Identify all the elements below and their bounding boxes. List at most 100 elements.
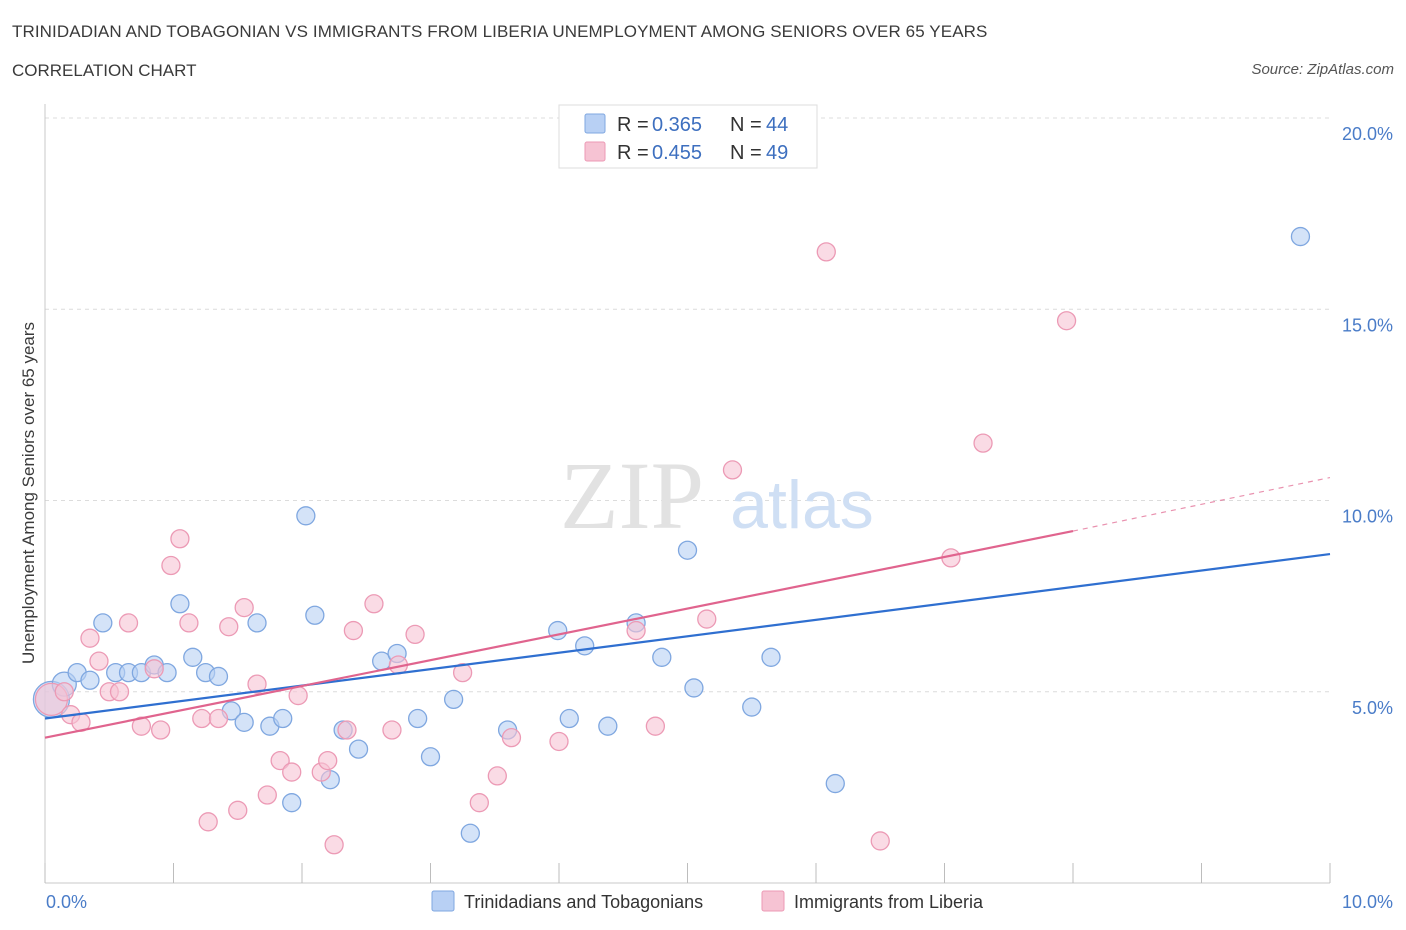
pink-data-point: [816, 242, 836, 262]
bottom-legend-label-blue: Trinidadians and Tobagonians: [464, 892, 703, 912]
blue-data-point: [443, 689, 464, 710]
blue-data-point: [407, 708, 428, 729]
pink-data-point: [247, 674, 267, 694]
pink-data-point: [150, 720, 171, 740]
blue-data-point: [93, 613, 113, 633]
blue-data-point: [598, 716, 618, 736]
blue-data-point: [296, 506, 316, 526]
blue-data-point: [80, 670, 100, 690]
watermark-zip: ZIP: [560, 442, 704, 549]
x-tick-label: 10.0%: [1342, 892, 1393, 912]
pink-data-point: [501, 728, 522, 748]
pink-data-point: [198, 812, 218, 832]
pink-data-point: [973, 433, 993, 453]
blue-data-point: [273, 708, 293, 729]
pink-data-point: [89, 651, 109, 671]
blue-data-point: [460, 823, 480, 843]
blue-data-point: [208, 666, 229, 687]
source-label: Source: ZipAtlas.com: [1251, 61, 1394, 78]
y-tick-label: 10.0%: [1342, 507, 1393, 527]
legend-n-value-pink: 49: [766, 142, 788, 164]
blue-data-point: [183, 647, 203, 667]
pink-data-point: [870, 831, 890, 851]
blue-data-point: [247, 613, 267, 633]
pink-data-point: [54, 682, 74, 702]
bottom-legend-label-pink: Immigrants from Liberia: [794, 892, 984, 912]
pink-data-point: [626, 620, 646, 641]
blue-data-point: [761, 647, 781, 667]
pink-data-point: [645, 716, 666, 736]
pink-data-point: [452, 662, 473, 683]
pink-data-point: [722, 460, 743, 480]
blue-data-point: [348, 739, 369, 759]
blue-data-point: [825, 773, 845, 794]
pink-data-point: [487, 766, 507, 786]
tick-labels: 5.0% 10.0% 15.0% 20.0% 0.0% 10.0%: [46, 124, 1393, 912]
blue-data-point: [677, 540, 698, 560]
pink-data-point: [697, 609, 717, 629]
blue-data-point: [420, 747, 441, 767]
pink-data-point: [324, 835, 344, 855]
bottom-legend-swatch-pink: [761, 890, 785, 912]
legend-r-value-blue: 0.365: [652, 114, 702, 136]
blue-trend-line: [44, 552, 1331, 720]
legend-r-label: R =: [617, 142, 649, 164]
blue-data-point: [305, 605, 325, 625]
legend-n-label: N =: [730, 142, 762, 164]
chart-subtitle: CORRELATION CHART: [12, 61, 197, 80]
pink-data-point: [1056, 311, 1077, 331]
blue-data-point: [575, 636, 595, 656]
blue-data-point: [684, 678, 704, 698]
legend-n-value-blue: 44: [766, 114, 788, 136]
bottom-legend: Trinidadians and Tobagonians Immigrants …: [431, 890, 984, 912]
pink-data-point: [179, 613, 199, 633]
pink-data-point: [364, 594, 384, 614]
watermark-atlas: atlas: [730, 467, 874, 543]
pink-data-point: [282, 762, 302, 782]
legend-r-value-pink: 0.455: [652, 142, 702, 164]
axes: [44, 104, 1331, 884]
pink-data-point: [80, 628, 100, 648]
x-tick-label: 0.0%: [46, 892, 87, 912]
pink-data-point: [234, 597, 254, 618]
watermark: ZIP atlas: [560, 442, 874, 549]
pink-data-point: [170, 529, 190, 549]
y-tick-label: 5.0%: [1352, 698, 1393, 718]
pink-data-point: [109, 682, 130, 702]
pink-data-point: [288, 685, 308, 706]
pink-data-point: [337, 720, 357, 740]
pink-trend-line: [44, 530, 1074, 739]
pink-data-point: [469, 793, 489, 813]
blue-data-point: [234, 712, 254, 732]
blue-data-point: [170, 594, 190, 614]
y-tick-label: 20.0%: [1342, 124, 1393, 144]
blue-data-point: [1290, 226, 1311, 247]
pink-data-point: [161, 555, 181, 576]
pink-data-point: [382, 720, 402, 740]
legend-swatch-blue: [584, 113, 606, 134]
blue-data-point: [652, 647, 672, 667]
pink-data-point: [118, 613, 139, 633]
pink-data-point: [208, 708, 229, 729]
pink-data-point: [192, 708, 212, 729]
bottom-legend-swatch-blue: [431, 890, 455, 912]
pink-data-point: [144, 659, 164, 679]
pink-data-point: [228, 800, 248, 820]
legend-n-label: N =: [730, 114, 762, 136]
blue-data-point: [282, 793, 302, 813]
trend-lines: [44, 476, 1331, 739]
pink-data-point: [219, 617, 239, 637]
pink-data-point: [343, 620, 364, 641]
legend-swatch-pink: [584, 141, 606, 162]
blue-data-point: [559, 708, 579, 729]
pink-data-point: [270, 750, 290, 771]
pink-data-point: [405, 624, 425, 645]
legend-r-label: R =: [617, 114, 649, 136]
pink-trend-line-extension: [1072, 476, 1331, 532]
pink-data-point: [318, 750, 338, 771]
y-axis-label: Unemployment Among Seniors over 65 years: [19, 322, 38, 664]
chart-title: TRINIDADIAN AND TOBAGONIAN VS IMMIGRANTS…: [12, 22, 988, 41]
legend: R = 0.365 N = 44 R = 0.455 N = 49: [558, 104, 818, 169]
pink-data-point: [257, 785, 277, 805]
